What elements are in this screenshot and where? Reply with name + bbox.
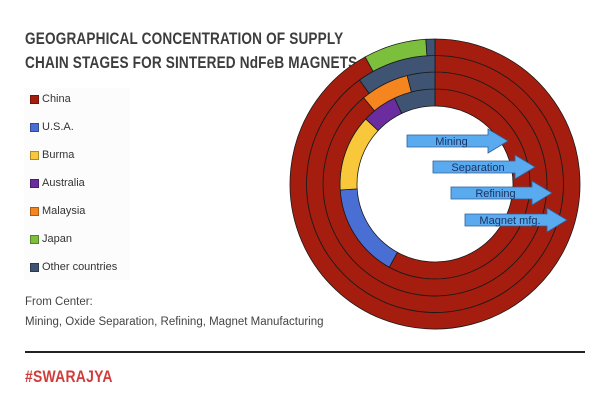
arrow-shape <box>432 154 536 180</box>
legend-swatch <box>30 150 39 160</box>
legend-swatch <box>30 94 39 104</box>
brand-logo: #SWARAJYA <box>25 367 113 386</box>
legend-swatch <box>30 178 39 188</box>
legend-item-usa: U.S.A. <box>30 120 74 134</box>
legend-item-japan: Japan <box>30 232 72 246</box>
arrow-magnet-mfg: Magnet mfg. <box>464 207 568 233</box>
legend-label: China <box>42 93 71 105</box>
legend-swatch <box>30 234 39 244</box>
segment-other-countries <box>406 71 436 93</box>
arrow-mining: Mining <box>406 128 509 154</box>
legend: China U.S.A. Burma Australia Malaysia Ja… <box>24 88 130 280</box>
legend-swatch <box>30 206 39 216</box>
arrow-separation: Separation <box>432 154 536 180</box>
arrow-label: Magnet mfg. <box>479 215 540 227</box>
segment-china <box>289 38 581 330</box>
segment-other-countries <box>425 38 436 57</box>
divider <box>25 351 585 353</box>
legend-swatch <box>30 262 39 272</box>
arrow-refining: Refining <box>450 180 553 206</box>
legend-item-china: China <box>30 92 71 106</box>
legend-label: Malaysia <box>42 205 86 217</box>
title-line-2: CHAIN STAGES FOR SINTERED NdFeB MAGNETS <box>25 53 358 72</box>
arrow-shape <box>406 128 509 154</box>
arrow-label: Refining <box>475 188 515 200</box>
legend-label: Other countries <box>42 261 118 273</box>
note-line-2: Mining, Oxide Separation, Refining, Magn… <box>25 316 324 328</box>
legend-item-australia: Australia <box>30 176 85 190</box>
arrow-shape <box>464 207 568 233</box>
ring-mining <box>339 88 531 280</box>
title-line-1: GEOGRAPHICAL CONCENTRATION OF SUPPLY <box>25 29 344 48</box>
arrow-label: Separation <box>451 162 504 174</box>
arrow-shape <box>450 180 553 206</box>
note-line-1: From Center: <box>25 296 93 308</box>
legend-item-burma: Burma <box>30 148 74 162</box>
chart-title: GEOGRAPHICAL CONCENTRATION OF SUPPLY CHA… <box>25 27 361 75</box>
legend-label: Burma <box>42 149 75 161</box>
legend-item-other: Other countries <box>30 260 117 274</box>
legend-label: U.S.A. <box>42 121 74 133</box>
legend-item-malaysia: Malaysia <box>30 204 85 218</box>
legend-label: Japan <box>42 233 72 245</box>
legend-label: Australia <box>42 177 85 189</box>
ring-magnet-mfg <box>289 38 581 330</box>
legend-swatch <box>30 122 39 132</box>
arrow-label: Mining <box>435 136 467 148</box>
